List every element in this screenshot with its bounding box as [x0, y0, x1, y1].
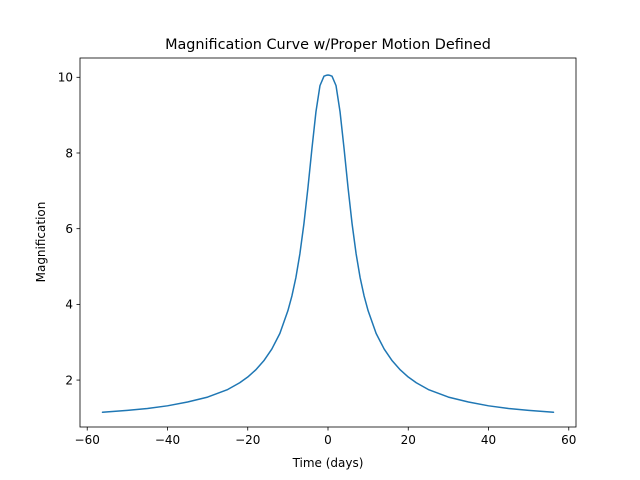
y-axis-label: Magnification	[34, 202, 48, 283]
x-tick-label: 60	[561, 433, 576, 447]
chart-title: Magnification Curve w/Proper Motion Defi…	[165, 37, 491, 53]
plot-frame	[79, 57, 577, 428]
y-tick-label: 6	[65, 222, 73, 236]
y-tick-label: 10	[58, 71, 73, 85]
y-tick-label: 4	[65, 298, 73, 312]
x-tick-label: −60	[75, 433, 100, 447]
x-tick-label: 20	[401, 433, 416, 447]
x-tick-label: 40	[481, 433, 496, 447]
x-tick-label: −20	[235, 433, 260, 447]
x-tick-label: −40	[155, 433, 180, 447]
y-tick-label: 8	[65, 146, 73, 160]
magnification-curve-line	[101, 74, 555, 413]
x-axis-label: Time (days)	[292, 456, 364, 470]
y-tick-label: 2	[65, 373, 73, 387]
x-tick-label: 0	[324, 433, 332, 447]
